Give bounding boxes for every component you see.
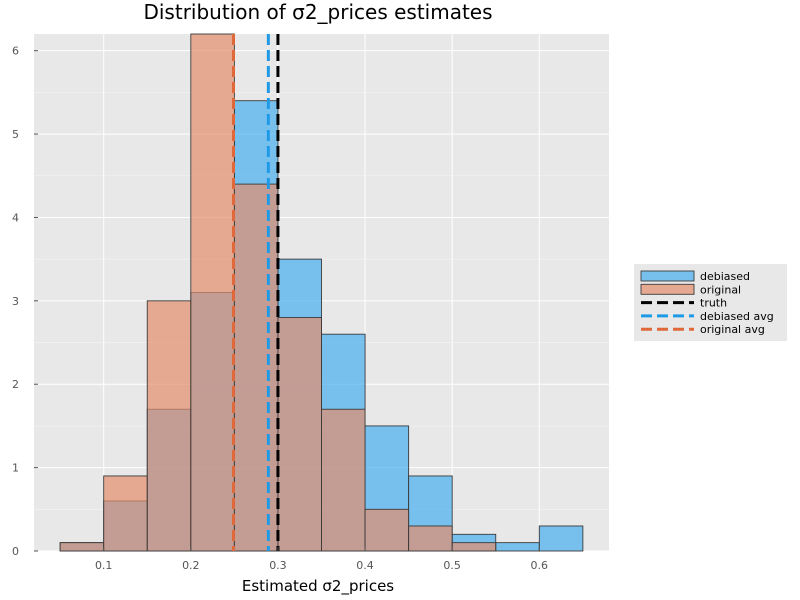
y-tick-label: 3 xyxy=(12,295,19,308)
reference-lines xyxy=(232,34,280,551)
legend-label-debiased: debiased xyxy=(700,270,750,283)
bar-original-5 xyxy=(277,317,322,552)
chart-title: Distribution of σ2_prices estimates xyxy=(143,0,492,24)
x-tick-label: 0.1 xyxy=(95,559,113,572)
bar-original-6 xyxy=(321,408,366,552)
bar-debiased-11 xyxy=(538,525,584,552)
axis-ticks: 0.1 0.2 0.3 0.4 0.5 0.6 0 1 2 3 4 5 6 xyxy=(12,45,548,572)
y-tick-label: 5 xyxy=(12,128,19,141)
bar-original-2 xyxy=(146,300,192,552)
legend-swatch-debiased xyxy=(640,270,695,282)
x-tick-label: 0.3 xyxy=(269,559,287,572)
bar-original-7 xyxy=(364,508,410,552)
x-tick-label: 0.4 xyxy=(356,559,374,572)
series-original-bars xyxy=(59,33,497,552)
bar-original-3 xyxy=(190,33,235,552)
y-tick-label: 0 xyxy=(12,545,19,558)
bar-debiased-10 xyxy=(495,542,540,552)
bar-original-9 xyxy=(451,542,497,552)
x-tick-label: 0.2 xyxy=(182,559,200,572)
legend-label-truth: truth xyxy=(700,297,727,310)
y-tick-label: 1 xyxy=(12,462,19,475)
legend-label-original: original xyxy=(700,283,741,296)
legend-swatch-original xyxy=(640,283,695,295)
bar-original-0 xyxy=(59,542,105,552)
x-axis-label: Estimated σ2_prices xyxy=(242,577,394,596)
bar-original-1 xyxy=(103,475,148,552)
bar-original-4 xyxy=(233,183,279,552)
y-tick-label: 6 xyxy=(12,45,19,58)
legend-label-debiased-avg: debiased avg xyxy=(700,310,774,323)
y-tick-label: 2 xyxy=(12,378,19,391)
x-tick-label: 0.5 xyxy=(443,559,461,572)
bar-original-8 xyxy=(408,525,453,552)
x-tick-label: 0.6 xyxy=(531,559,549,572)
legend-label-original-avg: original avg xyxy=(700,323,765,336)
y-tick-label: 4 xyxy=(12,211,19,224)
